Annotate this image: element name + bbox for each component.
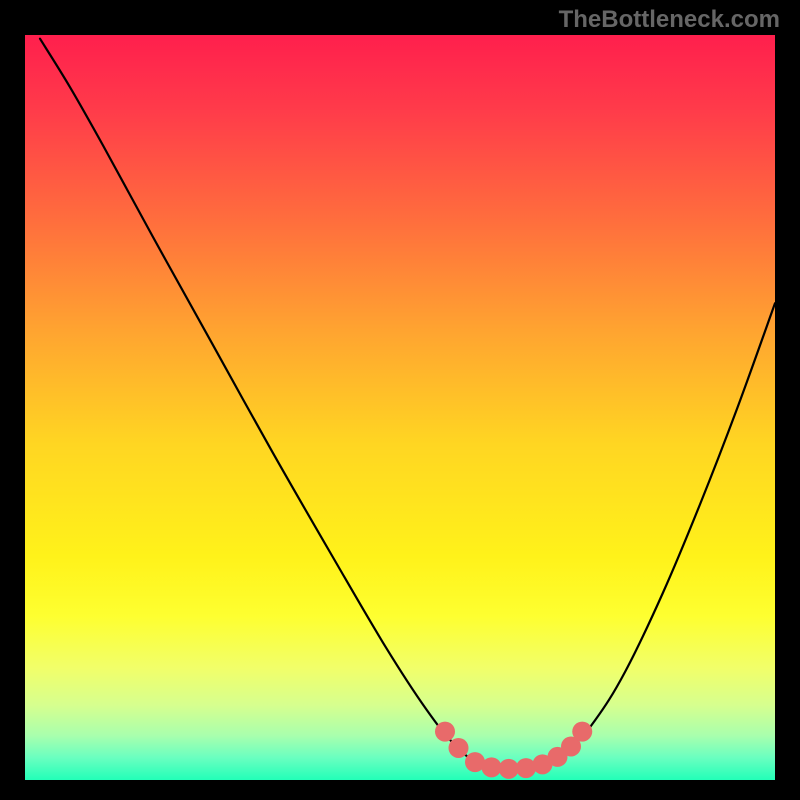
watermark-text: TheBottleneck.com (559, 6, 780, 34)
marker-dot (499, 759, 519, 779)
marker-dot (572, 722, 592, 742)
marker-dot (435, 722, 455, 742)
marker-dots-group (25, 35, 775, 780)
marker-dot (449, 738, 469, 758)
marker-dot (482, 757, 502, 777)
chart-plot-area (25, 35, 775, 780)
marker-dot (516, 758, 536, 778)
